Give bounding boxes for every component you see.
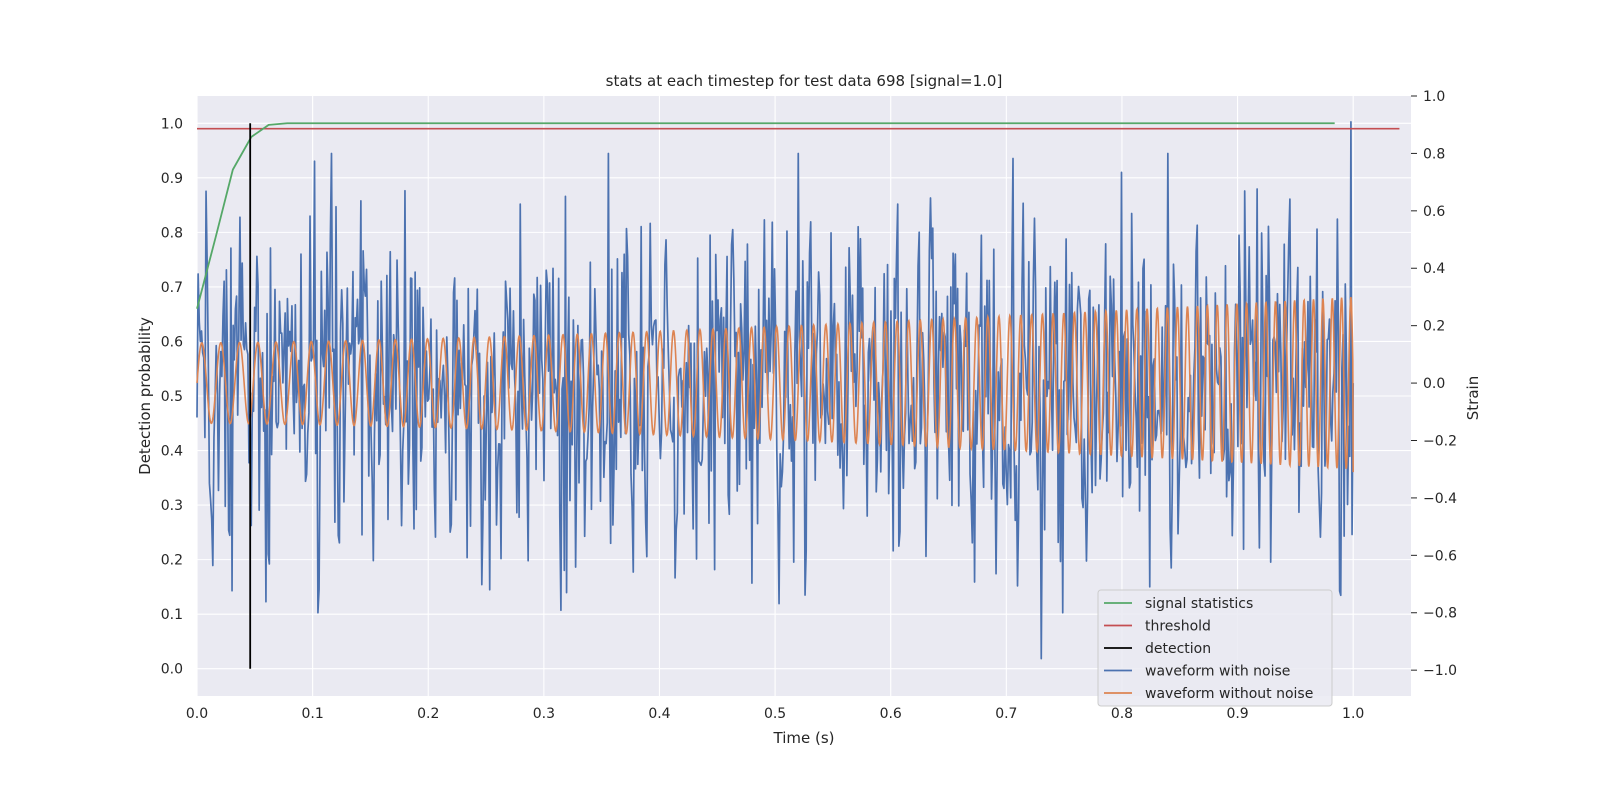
left-tick-label: 0.4 xyxy=(161,444,183,460)
right-tick-label: 0.4 xyxy=(1423,261,1445,277)
chart-title: stats at each timestep for test data 698… xyxy=(606,72,1003,90)
x-tick-label: 0.3 xyxy=(533,706,555,722)
left-tick-label: 0.8 xyxy=(161,225,183,241)
x-tick-label: 1.0 xyxy=(1342,706,1364,722)
x-tick-label: 0.5 xyxy=(764,706,786,722)
left-tick-label: 0.5 xyxy=(161,389,183,405)
x-tick-label: 0.0 xyxy=(186,706,208,722)
left-tick-label: 0.3 xyxy=(161,498,183,514)
right-axis-ticks: −1.0 −0.8 −0.6 −0.4 −0.2 0.0 0.2 0.4 0.6 0.8 1.0 xyxy=(1411,89,1457,679)
right-axis-label: Strain xyxy=(1464,376,1482,420)
x-axis-ticks: 0.0 0.1 0.2 0.3 0.4 0.5 0.6 0.7 0.8 0.9 1.0 xyxy=(186,706,1364,722)
series-signal-statistics xyxy=(196,122,1335,309)
left-tick-label: 0.2 xyxy=(161,553,183,569)
left-axis-label: Detection probability xyxy=(136,317,154,475)
right-tick-label: −0.8 xyxy=(1423,606,1457,622)
right-tick-label: 1.0 xyxy=(1423,89,1445,105)
right-tick-label: −0.4 xyxy=(1423,491,1457,507)
x-axis-label: Time (s) xyxy=(773,729,835,747)
left-tick-label: 0.6 xyxy=(161,334,183,350)
x-tick-label: 0.7 xyxy=(995,706,1017,722)
x-tick-label: 0.4 xyxy=(648,706,670,722)
legend-box xyxy=(1097,589,1333,707)
x-tick-label: 0.9 xyxy=(1226,706,1248,722)
x-tick-label: 0.2 xyxy=(417,706,439,722)
left-tick-label: 0.9 xyxy=(161,171,183,187)
x-tick-label: 0.1 xyxy=(301,706,323,722)
series-waveform-without-noise xyxy=(196,296,1354,473)
left-tick-label: 0.7 xyxy=(161,280,183,296)
right-tick-label: −1.0 xyxy=(1423,663,1457,679)
series-layer xyxy=(196,120,1400,669)
legend: signal statistics threshold detection wavef… xyxy=(1097,589,1333,707)
right-tick-label: −0.6 xyxy=(1423,548,1457,564)
legend-label: detection xyxy=(1145,641,1211,657)
right-tick-label: 0.2 xyxy=(1423,319,1445,335)
right-tick-label: 0.6 xyxy=(1423,204,1445,220)
right-tick-label: −0.2 xyxy=(1423,433,1457,449)
legend-label: waveform without noise xyxy=(1145,686,1313,702)
left-tick-label: 0.0 xyxy=(161,662,183,678)
x-tick-label: 0.6 xyxy=(880,706,902,722)
right-tick-label: 0.8 xyxy=(1423,146,1445,162)
left-tick-label: 0.1 xyxy=(161,607,183,623)
left-tick-label: 1.0 xyxy=(161,116,183,132)
left-axis-ticks: 0.0 0.1 0.2 0.3 0.4 0.5 0.6 0.7 0.8 0.9 1.0 xyxy=(161,116,183,677)
legend-label: threshold xyxy=(1145,619,1211,635)
legend-label: signal statistics xyxy=(1145,596,1253,612)
x-tick-label: 0.8 xyxy=(1111,706,1133,722)
right-tick-label: 0.0 xyxy=(1423,376,1445,392)
legend-label: waveform with noise xyxy=(1145,664,1290,680)
